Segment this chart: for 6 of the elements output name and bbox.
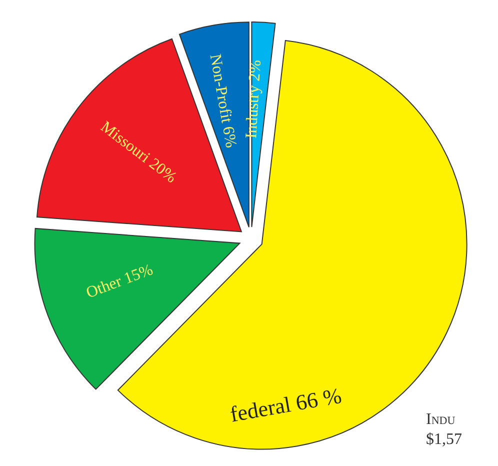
slice-label: federal 66 % <box>228 382 344 427</box>
text: Indu <box>426 410 456 430</box>
slice-label: Industry 2% <box>243 59 265 139</box>
text: $1,57 <box>426 430 462 450</box>
slice-label: Non-Profit 6% <box>206 52 240 150</box>
slice-label: Other 15% <box>84 261 156 302</box>
